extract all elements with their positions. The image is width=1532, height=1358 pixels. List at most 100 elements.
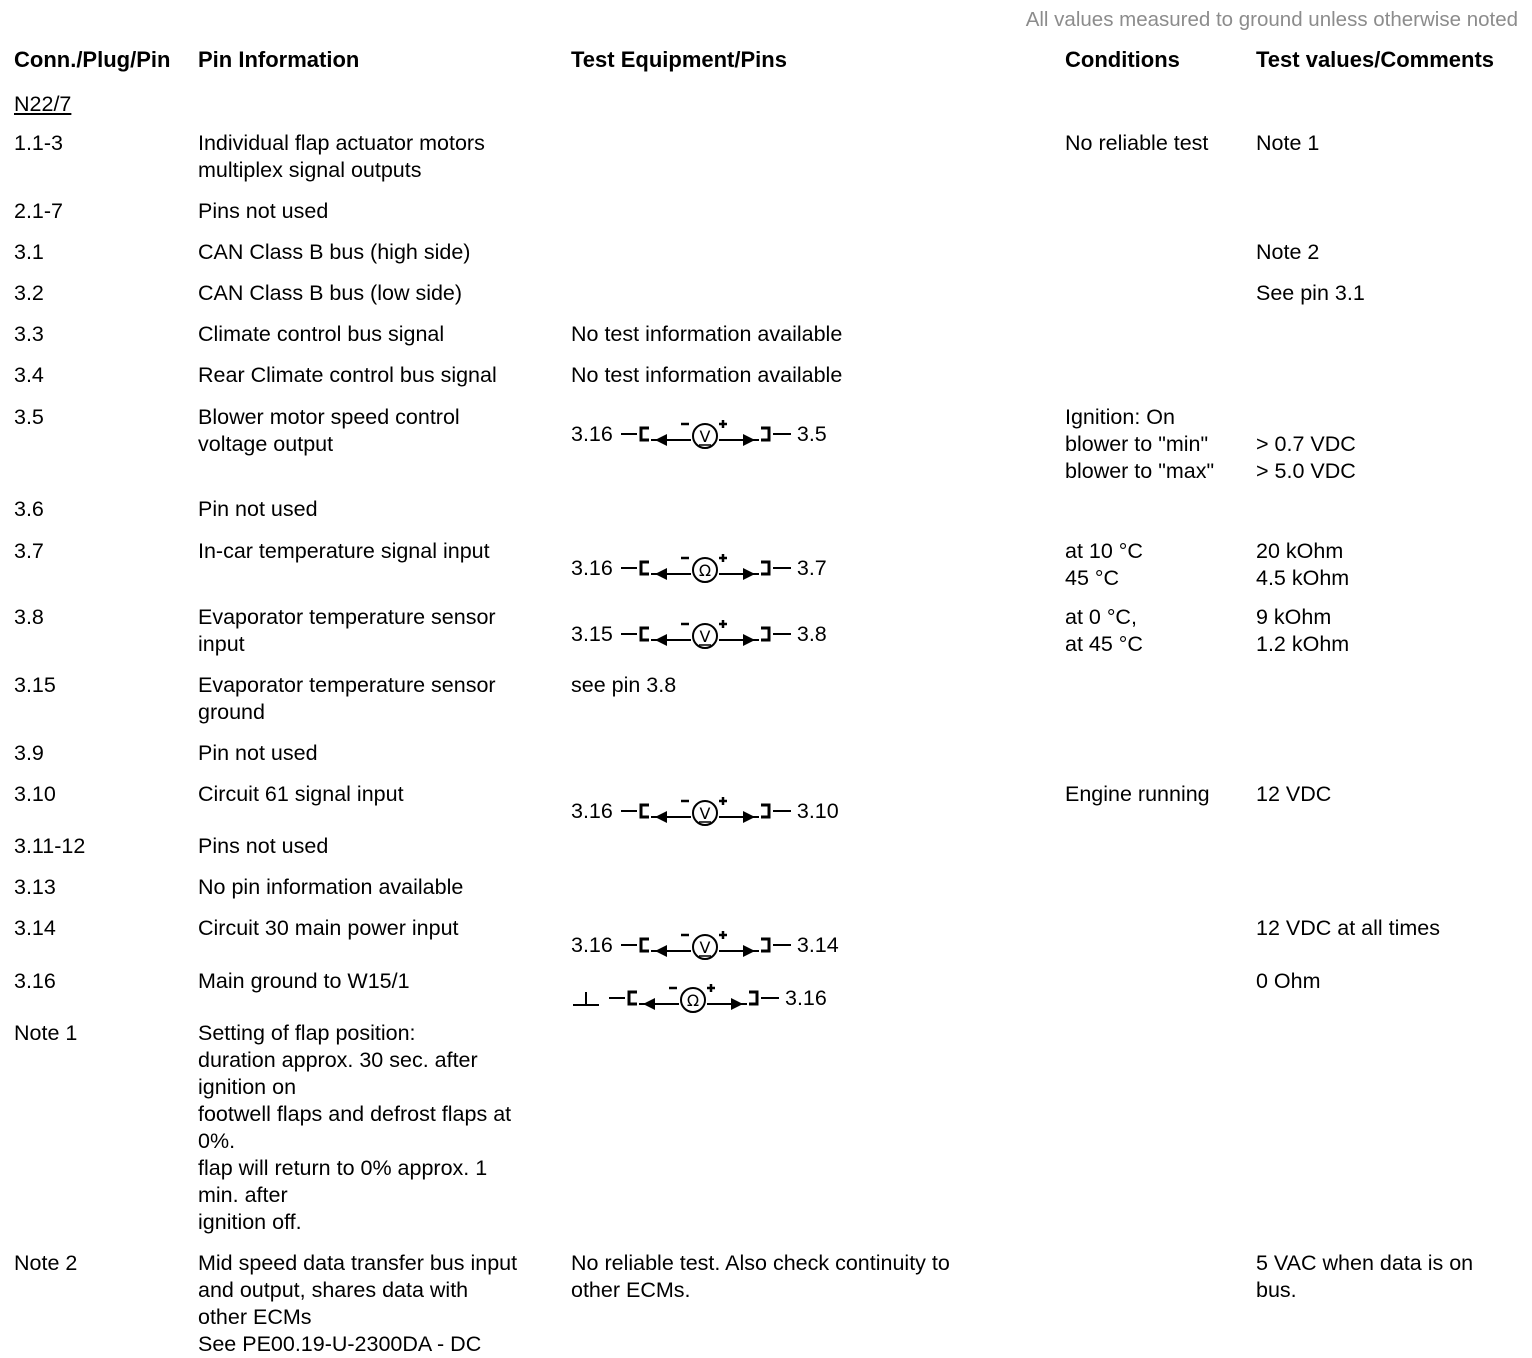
- test-equipment: see pin 3.8: [571, 673, 677, 697]
- conditions: at 0 °C, at 45 °C: [1065, 605, 1143, 656]
- conditions: No reliable test: [1065, 131, 1209, 155]
- diagram-right-pin: 3.16: [785, 985, 827, 1010]
- pin-label: 1.1-3: [14, 131, 64, 155]
- test-value: See pin 3.1: [1256, 281, 1365, 305]
- voltmeter-symbol: V: [650, 420, 759, 449]
- test-lead: [772, 567, 791, 569]
- pin-info: Individual flap actuator motors multiplex…: [198, 131, 485, 182]
- pin-info: Pin not used: [198, 741, 318, 765]
- connector-label: N22/7: [14, 92, 72, 116]
- diagram-right-pin: 3.5: [796, 421, 827, 446]
- pin-label: 3.9: [14, 741, 44, 765]
- test-diagram: 3.16 V 3.10: [571, 795, 839, 827]
- svg-text:V: V: [699, 627, 710, 646]
- test-diagram: 3.16 Ω 3.7: [571, 552, 827, 584]
- diagram-left-pin: 3.16: [571, 555, 613, 580]
- test-lead: [772, 944, 791, 946]
- top-note: All values measured to ground unless oth…: [1025, 8, 1518, 31]
- test-diagram: 3.16 V 3.5: [571, 418, 827, 450]
- test-lead: [609, 997, 625, 999]
- diagram-left-pin: 3.16: [571, 932, 613, 957]
- header-test-equipment: Test Equipment/Pins: [571, 47, 787, 72]
- diagram-left-pin: 3.15: [571, 621, 613, 646]
- ohmmeter-symbol: Ω: [650, 554, 759, 583]
- pin-info: Evaporator temperature sensor ground: [198, 673, 496, 724]
- pin-info: Circuit 30 main power input: [198, 916, 459, 940]
- test-value: Note 1: [1256, 131, 1320, 155]
- pin-label: Note 1: [14, 1021, 78, 1045]
- pin-label: 3.14: [14, 916, 56, 940]
- header-pin-info: Pin Information: [198, 47, 360, 72]
- pin-info: Climate control bus signal: [198, 322, 445, 346]
- test-lead: [620, 567, 637, 569]
- pin-label: 3.15: [14, 673, 56, 697]
- test-diagram: 3.16 V 3.14: [571, 929, 839, 961]
- test-value: 0 Ohm: [1256, 969, 1321, 993]
- diagram-left-pin: 3.16: [571, 798, 613, 823]
- svg-text:V: V: [699, 804, 710, 823]
- svg-text:Ω: Ω: [699, 561, 711, 580]
- pin-info: CAN Class B bus (high side): [198, 240, 471, 264]
- voltmeter-symbol: V: [650, 931, 759, 960]
- pin-info: Pins not used: [198, 834, 329, 858]
- pin-label: 2.1-7: [14, 199, 64, 223]
- header-conditions: Conditions: [1065, 47, 1180, 72]
- test-value: Note 2: [1256, 240, 1320, 264]
- pin-info: Circuit 61 signal input: [198, 782, 404, 806]
- pin-label: 3.3: [14, 322, 44, 346]
- diagram-right-pin: 3.7: [796, 555, 827, 580]
- pin-info: Blower motor speed control voltage output: [198, 405, 460, 456]
- conditions: at 10 °C 45 °C: [1065, 539, 1143, 590]
- svg-text:V: V: [699, 938, 710, 957]
- pin-info: Pins not used: [198, 199, 329, 223]
- test-diagram: 3.15 V 3.8: [571, 618, 827, 650]
- test-lead: [761, 997, 779, 999]
- pin-info: CAN Class B bus (low side): [198, 281, 463, 305]
- diagram-left-pin: 3.16: [571, 421, 613, 446]
- pin-label: 3.1: [14, 240, 44, 264]
- test-value: 5 VAC when data is on bus.: [1256, 1251, 1474, 1302]
- pin-label: 3.2: [14, 281, 44, 305]
- test-lead: [620, 944, 637, 946]
- test-value: 20 kOhm 4.5 kOhm: [1256, 539, 1350, 590]
- test-value: 12 VDC: [1256, 782, 1332, 806]
- pin-label: 3.5: [14, 405, 44, 429]
- test-lead: [772, 433, 791, 435]
- voltmeter-symbol: V: [650, 620, 759, 649]
- test-lead: [772, 810, 791, 812]
- pin-label: 3.7: [14, 539, 44, 563]
- diagram-right-pin: 3.10: [796, 798, 839, 823]
- pin-info: In-car temperature signal input: [198, 539, 490, 563]
- svg-text:V: V: [699, 427, 710, 446]
- pin-info: Mid speed data transfer bus input and out…: [198, 1251, 518, 1356]
- test-lead: [620, 810, 637, 812]
- pin-label: 3.16: [14, 969, 56, 993]
- pin-label: 3.4: [14, 363, 44, 387]
- test-equipment: No test information available: [571, 363, 843, 387]
- header-test-values: Test values/Comments: [1256, 47, 1495, 72]
- pin-info: Main ground to W15/1: [198, 969, 410, 993]
- pin-label: 3.11-12: [14, 834, 86, 858]
- pin-label: Note 2: [14, 1251, 78, 1275]
- header-pin: Conn./Plug/Pin: [14, 47, 171, 72]
- pin-label: 3.8: [14, 605, 44, 629]
- ground-icon: [571, 988, 601, 1008]
- test-equipment: No test information available: [571, 322, 843, 346]
- pin-info: No pin information available: [198, 875, 464, 899]
- conditions: Engine running: [1065, 782, 1210, 806]
- test-value: 12 VDC at all times: [1256, 916, 1441, 940]
- conditions: Ignition: On blower to "min" blower to "ma…: [1065, 405, 1215, 483]
- svg-text:Ω: Ω: [687, 991, 699, 1010]
- pin-info: Pin not used: [198, 497, 318, 521]
- test-lead: [772, 633, 791, 635]
- test-value: > 0.7 VDC > 5.0 VDC: [1256, 432, 1356, 483]
- pin-info: Evaporator temperature sensor input: [198, 605, 496, 656]
- test-value: 9 kOhm 1.2 kOhm: [1256, 605, 1350, 656]
- test-equipment: No reliable test. Also check continuity …: [571, 1251, 950, 1302]
- test-diagram: Ω 3.16: [571, 982, 827, 1014]
- pin-label: 3.10: [14, 782, 56, 806]
- test-lead: [620, 433, 637, 435]
- test-lead: [620, 633, 637, 635]
- ohmmeter-symbol: Ω: [639, 984, 747, 1013]
- diagram-right-pin: 3.8: [796, 621, 827, 646]
